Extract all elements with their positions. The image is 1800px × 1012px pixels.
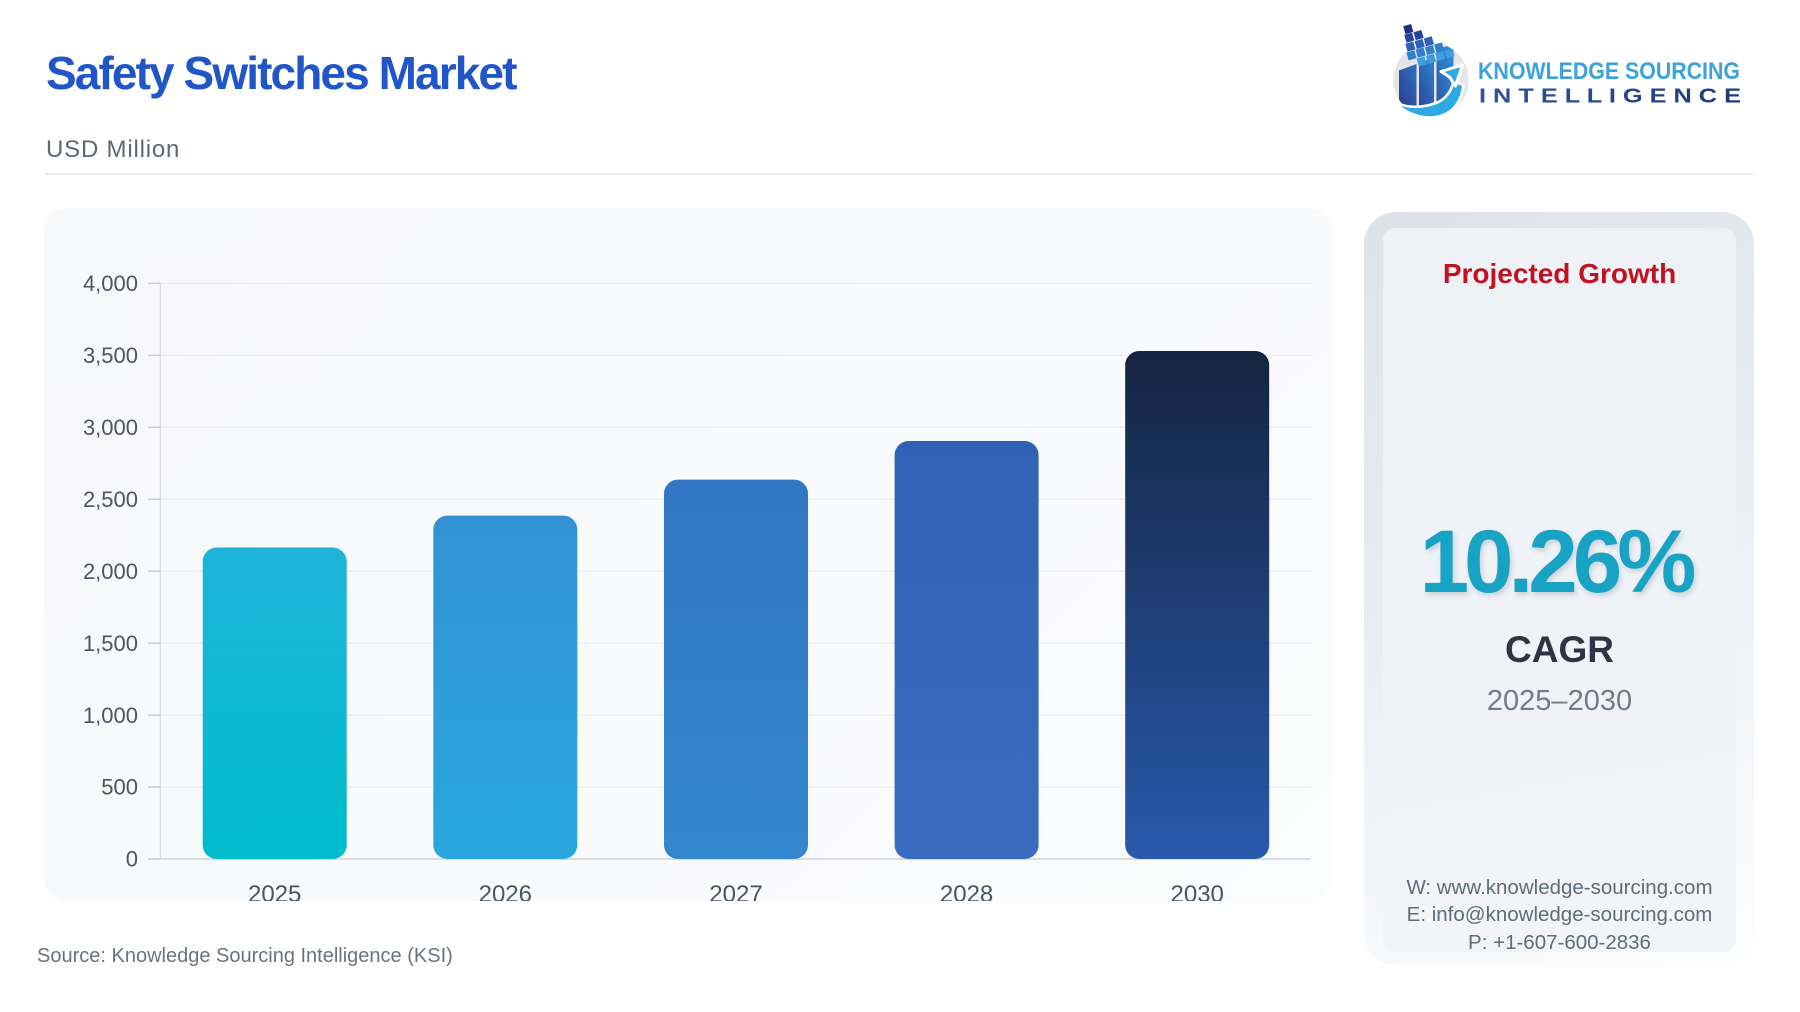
svg-text:1,500: 1,500 bbox=[83, 631, 138, 656]
svg-text:1,000: 1,000 bbox=[83, 703, 138, 728]
svg-text:2028: 2028 bbox=[940, 881, 993, 901]
svg-text:2,500: 2,500 bbox=[83, 487, 138, 512]
svg-text:2027: 2027 bbox=[709, 881, 762, 901]
svg-text:4,000: 4,000 bbox=[83, 271, 138, 296]
svg-text:0: 0 bbox=[126, 847, 138, 872]
svg-text:KNOWLEDGE SOURCING: KNOWLEDGE SOURCING bbox=[1478, 58, 1740, 85]
svg-text:2025: 2025 bbox=[248, 881, 301, 901]
svg-text:I N T E L L I G E N C E: I N T E L L I G E N C E bbox=[1479, 86, 1741, 108]
svg-text:3,500: 3,500 bbox=[83, 343, 138, 368]
svg-text:500: 500 bbox=[101, 775, 138, 800]
svg-text:2,000: 2,000 bbox=[83, 559, 138, 584]
svg-text:2026: 2026 bbox=[479, 881, 532, 901]
svg-text:3,000: 3,000 bbox=[83, 415, 138, 440]
svg-text:2030: 2030 bbox=[1171, 881, 1224, 901]
